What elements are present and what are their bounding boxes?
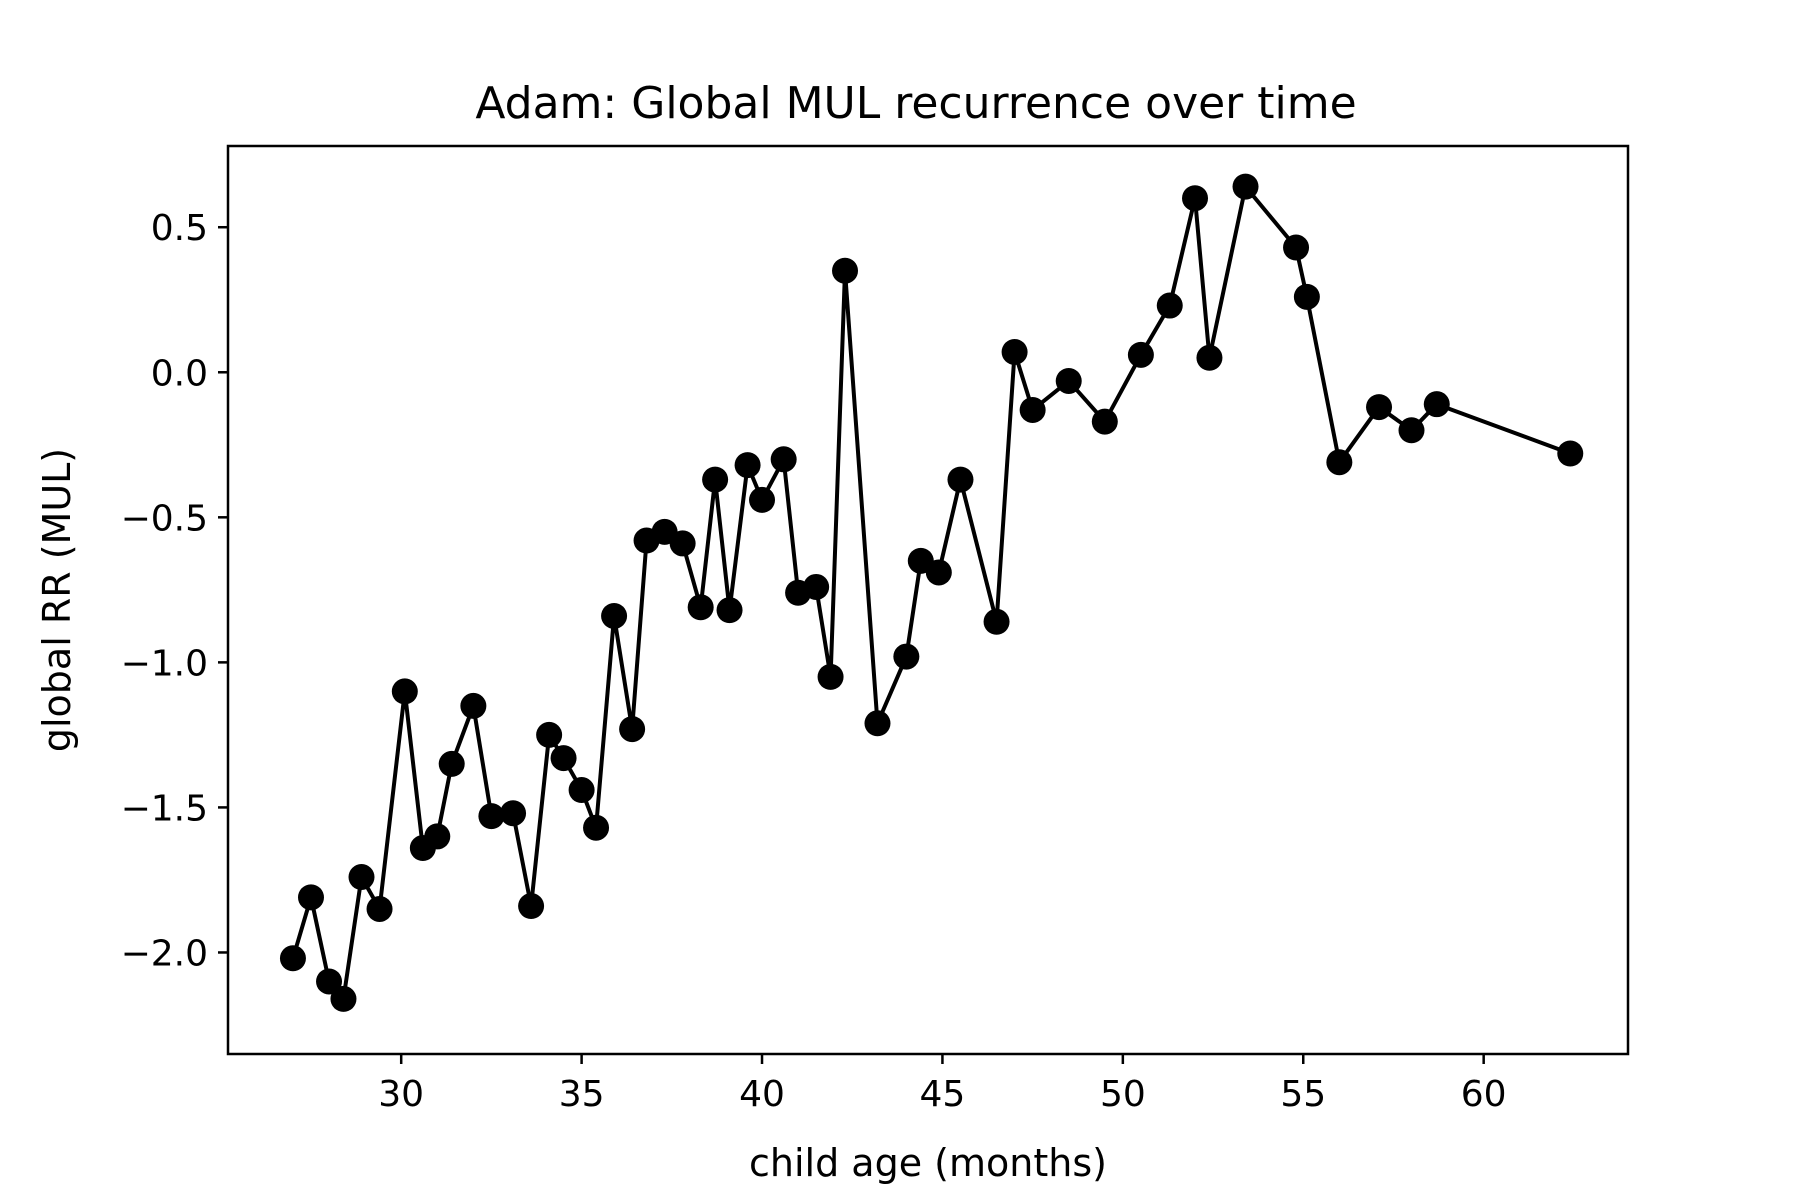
data-point xyxy=(1091,408,1118,435)
data-point xyxy=(669,530,696,557)
x-tick-label: 55 xyxy=(1280,1074,1326,1115)
data-point xyxy=(947,466,974,493)
x-tick-label: 35 xyxy=(559,1074,605,1115)
data-point xyxy=(316,968,343,995)
data-point xyxy=(568,777,595,804)
data-point xyxy=(1366,394,1393,421)
data-point xyxy=(348,864,375,891)
data-point xyxy=(770,446,797,473)
data-point xyxy=(734,452,761,479)
data-point xyxy=(366,895,393,922)
data-point xyxy=(1055,367,1082,394)
data-point xyxy=(749,486,776,513)
plot-frame xyxy=(226,144,1630,1056)
x-tick-label: 40 xyxy=(739,1074,785,1115)
data-point xyxy=(297,884,324,911)
data-point xyxy=(803,573,830,600)
x-tick-label: 45 xyxy=(920,1074,966,1115)
y-tick-label: 0.0 xyxy=(151,353,208,394)
data-point xyxy=(330,985,357,1012)
data-point xyxy=(1232,173,1259,200)
y-axis-ticks: 0.5 0.0 −0.5 −1.0 −1.5 −2.0 xyxy=(121,208,228,974)
y-tick-label: −0.5 xyxy=(121,498,208,539)
data-point xyxy=(550,745,577,772)
data-point xyxy=(518,893,545,920)
y-axis-label: global RR (MUL) xyxy=(35,448,79,752)
data-point xyxy=(1156,292,1183,319)
data-point xyxy=(391,678,418,705)
data-point xyxy=(925,559,952,586)
data-point xyxy=(817,663,844,690)
x-axis-ticks: 30 35 40 45 50 55 60 xyxy=(378,1054,1507,1115)
data-point xyxy=(619,716,646,743)
data-point xyxy=(702,466,729,493)
y-tick-label: −2.0 xyxy=(121,933,208,974)
data-point xyxy=(1283,234,1310,261)
data-point xyxy=(1019,396,1046,423)
data-point xyxy=(832,257,859,284)
y-tick-label: −1.0 xyxy=(121,643,208,684)
data-point xyxy=(424,823,451,850)
data-point xyxy=(983,608,1010,635)
data-point xyxy=(583,814,610,841)
data-point xyxy=(438,750,465,777)
x-tick-label: 30 xyxy=(378,1074,424,1115)
data-point xyxy=(1423,391,1450,418)
data-point xyxy=(1293,283,1320,310)
chart-title: Adam: Global MUL recurrence over time xyxy=(475,78,1356,129)
data-point xyxy=(460,692,487,719)
data-point xyxy=(1326,449,1353,476)
data-point xyxy=(1398,417,1425,444)
data-point xyxy=(478,803,505,830)
y-tick-label: 0.5 xyxy=(151,208,208,249)
y-tick-label: −1.5 xyxy=(121,788,208,829)
data-point xyxy=(1182,185,1209,212)
data-point xyxy=(1557,440,1584,467)
data-point xyxy=(536,721,563,748)
data-point xyxy=(864,710,891,737)
plot-area xyxy=(279,173,1584,1012)
series-points xyxy=(279,173,1584,1012)
data-point xyxy=(601,602,628,629)
data-point xyxy=(1127,341,1154,368)
data-point xyxy=(716,597,743,624)
x-axis-label: child age (months) xyxy=(749,1141,1107,1185)
x-tick-label: 50 xyxy=(1100,1074,1146,1115)
data-point xyxy=(687,594,714,621)
data-point xyxy=(893,643,920,670)
x-tick-label: 60 xyxy=(1461,1074,1507,1115)
data-point xyxy=(1196,344,1223,371)
data-point xyxy=(1001,338,1028,365)
data-point xyxy=(279,945,306,972)
data-point xyxy=(500,800,527,827)
